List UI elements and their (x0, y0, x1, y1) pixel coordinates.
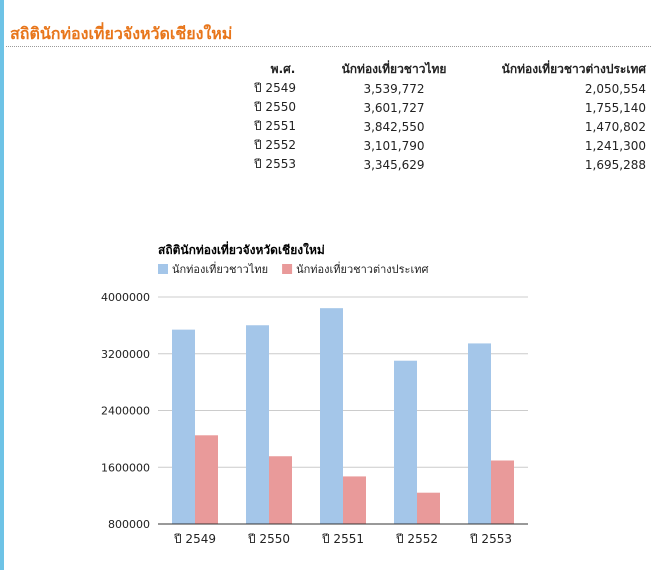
legend-label-1: นักท่องเที่ยวชาวไทย (172, 261, 268, 276)
table-row: ปี 2552 3,101,790 1,241,300 (248, 136, 652, 155)
x-tick-label: ปี 2551 (321, 532, 364, 546)
x-tick-label: ปี 2550 (247, 532, 290, 546)
legend-swatch-2 (282, 264, 293, 274)
y-tick-label: 2400000 (101, 405, 150, 418)
cell-foreign: 1,695,288 (584, 157, 646, 172)
bar-thai (468, 343, 491, 524)
table-row: ปี 2549 3,539,772 2,050,554 (248, 79, 652, 98)
cell-foreign: 1,241,300 (584, 138, 646, 153)
cell-year: ปี 2553 (254, 157, 296, 171)
bar-thai (320, 308, 343, 524)
x-tick-label: ปี 2553 (469, 532, 512, 546)
y-tick-label: 1600000 (101, 461, 150, 474)
bar-thai (246, 325, 269, 524)
cell-year: ปี 2550 (254, 100, 296, 114)
cell-thai: 3,601,727 (363, 100, 425, 115)
x-tick-label: ปี 2552 (395, 532, 438, 546)
bar-foreign (343, 476, 366, 524)
cell-thai: 3,101,790 (363, 138, 425, 153)
y-tick-label: 3200000 (101, 348, 150, 361)
cell-foreign: 1,470,802 (584, 119, 646, 134)
cell-year: ปี 2551 (254, 119, 296, 133)
bar-foreign (269, 456, 292, 524)
header-thai-visitors: นักท่องเที่ยวชาวไทย (341, 62, 447, 76)
page-left-accent-bar (0, 0, 4, 570)
bar-thai (394, 360, 417, 524)
legend-label-2: นักท่องเที่ยวชาวต่างประเทศ (296, 261, 428, 276)
visitor-bar-chart: สถิตินักท่องเที่ยวจังหวัดเชียงใหม่นักท่อ… (101, 241, 528, 546)
bar-thai (172, 329, 195, 524)
cell-thai: 3,539,772 (363, 81, 425, 96)
cell-thai: 3,842,550 (363, 119, 425, 134)
bar-foreign (491, 460, 514, 524)
chart-title: สถิตินักท่องเที่ยวจังหวัดเชียงใหม่ (158, 241, 325, 257)
statistics-table: พ.ศ. นักท่องเที่ยวชาวไทย นักท่องเที่ยวชา… (248, 60, 652, 174)
table-header-row: พ.ศ. นักท่องเที่ยวชาวไทย นักท่องเที่ยวชา… (248, 60, 652, 79)
table-row: ปี 2553 3,345,629 1,695,288 (248, 155, 652, 174)
cell-year: ปี 2552 (254, 138, 296, 152)
title-divider (6, 46, 651, 47)
legend-swatch-1 (158, 264, 168, 274)
header-foreign-visitors: นักท่องเที่ยวชาวต่างประเทศ (501, 62, 646, 76)
y-tick-label: 4000000 (101, 291, 150, 304)
bar-foreign (195, 435, 218, 524)
x-tick-label: ปี 2549 (173, 532, 216, 546)
cell-foreign: 2,050,554 (584, 81, 646, 96)
table-row: ปี 2550 3,601,727 1,755,140 (248, 98, 652, 117)
table-row: ปี 2551 3,842,550 1,470,802 (248, 117, 652, 136)
bar-foreign (417, 492, 440, 524)
cell-year: ปี 2549 (254, 81, 296, 95)
cell-thai: 3,345,629 (363, 157, 425, 172)
cell-foreign: 1,755,140 (584, 100, 646, 115)
page-title: สถิตินักท่องเที่ยวจังหวัดเชียงใหม่ (10, 24, 233, 43)
y-tick-label: 800000 (108, 518, 150, 531)
header-year: พ.ศ. (270, 62, 296, 76)
